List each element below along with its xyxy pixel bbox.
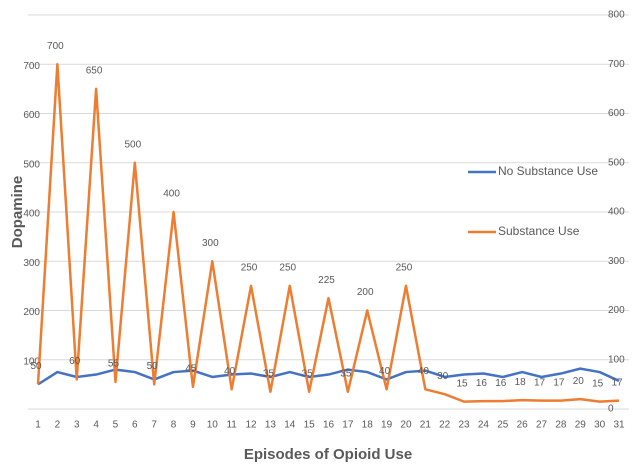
x-tick-label: 6 (132, 420, 138, 431)
data-label: 17 (553, 377, 565, 388)
data-label: 18 (515, 377, 527, 388)
x-tick-label: 30 (594, 420, 606, 431)
x-tick-label: 3 (74, 420, 80, 431)
x-tick-label: 31 (613, 420, 625, 431)
x-tick-label: 18 (362, 420, 374, 431)
data-label: 250 (241, 263, 258, 274)
data-label: 20 (573, 376, 585, 387)
x-tick-label: 2 (55, 420, 61, 431)
x-tick-label: 19 (381, 420, 393, 431)
x-tick-label: 22 (439, 420, 451, 431)
x-tick-label: 11 (226, 420, 237, 431)
x-axis-title: Episodes of Opioid Use (244, 446, 412, 463)
x-tick-label: 1 (35, 420, 41, 431)
x-tick-label: 13 (265, 420, 277, 431)
series-line (37, 367, 620, 386)
data-label: 650 (86, 66, 103, 77)
data-label: 500 (124, 139, 141, 150)
data-label: 40 (379, 366, 391, 377)
x-tick-label: 14 (284, 420, 296, 431)
data-label: 40 (224, 366, 236, 377)
y-tick-label: 200 (23, 307, 40, 318)
x-tick-label: 29 (575, 420, 587, 431)
x-tick-label: 23 (459, 420, 471, 431)
x-tick-label: 24 (478, 420, 490, 431)
data-label: 35 (263, 368, 275, 379)
y2-tick-label: 600 (608, 108, 625, 119)
data-label: 200 (357, 287, 374, 298)
data-label: 225 (318, 275, 335, 286)
y2-tick-label: 500 (608, 157, 625, 168)
data-label: 55 (108, 359, 120, 370)
data-label: 35 (302, 368, 314, 379)
data-label: 16 (495, 378, 507, 389)
data-label: 40 (418, 366, 430, 377)
data-label: 15 (592, 378, 604, 389)
x-tick-label: 28 (555, 420, 567, 431)
data-label: 30 (437, 371, 449, 382)
x-tick-label: 4 (93, 420, 99, 431)
y-tick-label: 600 (23, 110, 40, 121)
x-tick-label: 17 (342, 420, 354, 431)
x-tick-label: 9 (190, 420, 196, 431)
y2-tick-label: 300 (608, 256, 625, 267)
x-tick-label: 12 (245, 420, 257, 431)
data-label: 250 (396, 263, 413, 274)
data-label: 400 (163, 189, 180, 200)
series-line (36, 63, 620, 403)
y2-tick-label: 400 (608, 207, 625, 218)
x-tick-label: 26 (517, 420, 529, 431)
x-tick-label: 10 (207, 420, 219, 431)
y2-tick-label: 200 (608, 305, 625, 316)
data-label: 250 (279, 263, 296, 274)
data-label: 700 (47, 41, 64, 52)
y2-tick-label: 800 (608, 10, 625, 21)
data-label: 35 (340, 368, 352, 379)
y-tick-label: 700 (23, 61, 40, 72)
legend-text: No Substance Use (498, 164, 598, 178)
data-label: 15 (457, 378, 469, 389)
data-label: 50 (30, 361, 42, 372)
y-axis-title: Dopamine (9, 176, 26, 249)
x-tick-label: 25 (497, 420, 509, 431)
data-label: 300 (202, 238, 219, 249)
data-label: 45 (185, 363, 197, 374)
data-label: 17 (534, 377, 546, 388)
y-tick-label: 300 (23, 258, 40, 269)
x-tick-label: 20 (400, 420, 412, 431)
x-tick-label: 5 (113, 420, 119, 431)
x-tick-label: 15 (304, 420, 316, 431)
x-tick-label: 8 (171, 420, 177, 431)
y2-tick-label: 100 (608, 354, 625, 365)
data-label: 16 (476, 378, 488, 389)
data-label: 50 (147, 361, 159, 372)
legend-text: Substance Use (498, 224, 580, 238)
data-label: 17 (611, 377, 623, 388)
y-tick-label: 500 (23, 159, 40, 170)
y2-tick-label: 700 (608, 59, 625, 70)
x-tick-label: 16 (323, 420, 335, 431)
data-label: 60 (69, 356, 81, 367)
x-tick-label: 27 (536, 420, 548, 431)
y2-tick-label: 0 (608, 404, 614, 415)
y-tick-label: 400 (23, 209, 40, 220)
x-tick-label: 7 (151, 420, 157, 431)
x-tick-label: 21 (420, 420, 432, 431)
y-tick-label: 100 (23, 356, 40, 367)
